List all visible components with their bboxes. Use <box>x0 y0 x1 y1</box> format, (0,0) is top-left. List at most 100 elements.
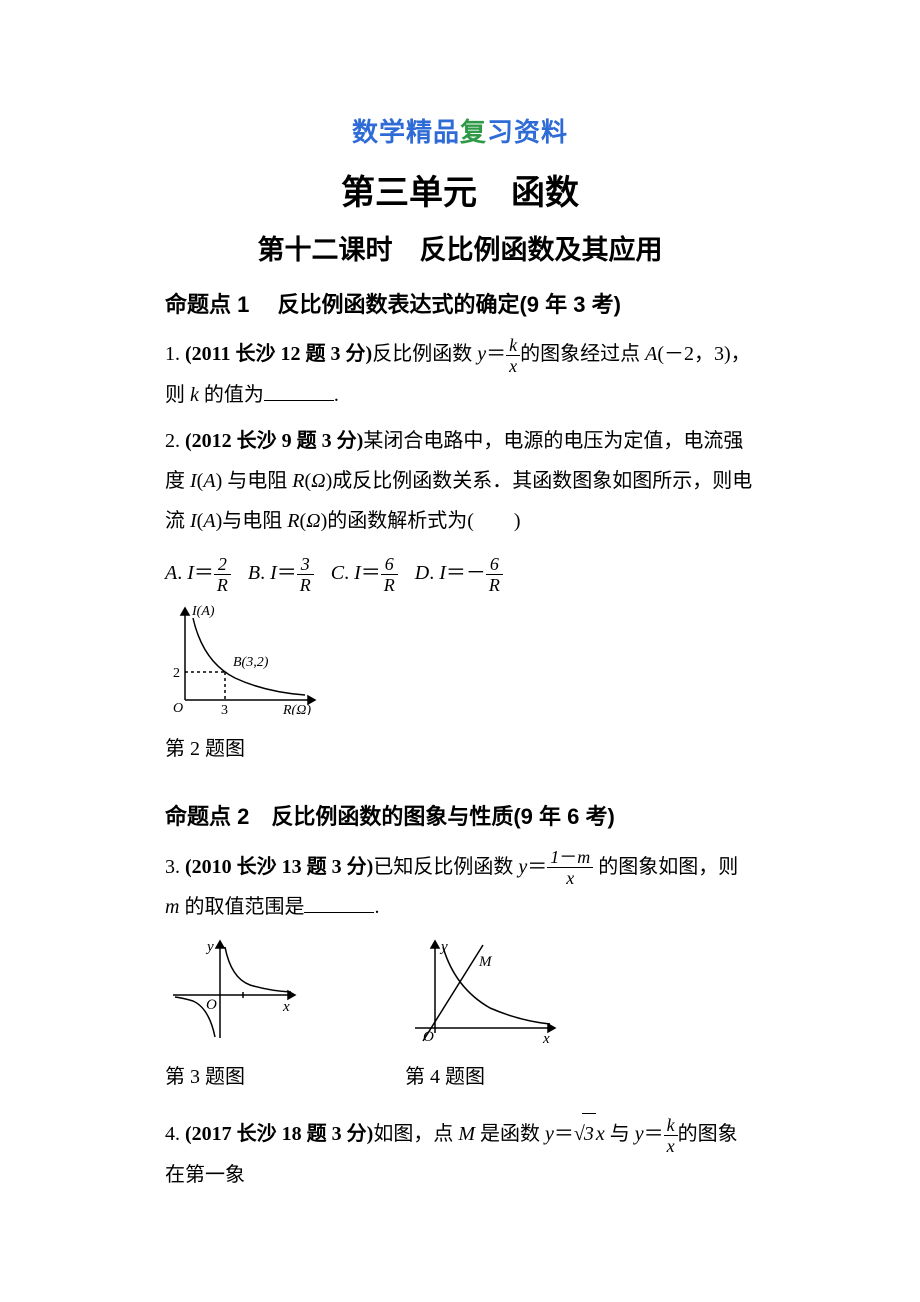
q2-ytick: 2 <box>173 666 180 681</box>
q2a-den: R <box>214 575 231 594</box>
q2d-I: I <box>439 562 446 584</box>
q2-text-e: 的函数解析式为( ) <box>327 510 520 532</box>
question-2: 2. (2012 长沙 9 题 3 分)某闭合电路中，电源的电压为定值，电流强度… <box>165 421 755 541</box>
q4-M: M <box>478 954 493 970</box>
q2-point-label: B(3,2) <box>233 655 269 670</box>
q2-origin: O <box>173 701 183 715</box>
q4-x1: x <box>596 1123 605 1145</box>
q3-text-a: 已知反比例函数 <box>373 856 518 878</box>
q1-text-a: 反比例函数 <box>372 343 477 365</box>
q4-y2: y <box>635 1123 644 1145</box>
q4-frac: kx <box>664 1116 678 1155</box>
q3-text-c: 的取值范围是 <box>179 896 304 918</box>
q2d-den: R <box>486 575 503 594</box>
header-part3: 习资料 <box>487 118 568 147</box>
q2a-num: 2 <box>214 555 231 575</box>
q3-pre: 3. <box>165 856 185 878</box>
q3-figure: y x O 第 3 题图 <box>165 933 305 1095</box>
q1-pre: 1. <box>165 343 185 365</box>
q2c-frac: 6R <box>381 555 398 594</box>
fig4-caption: 第 4 题图 <box>405 1059 565 1095</box>
q2-I1: I <box>190 470 197 492</box>
q2-figure: I(A) B(3,2) 2 3 O R(Ω) 第 2 题图 <box>165 600 755 767</box>
q4-graph-svg: y M x O <box>405 933 565 1043</box>
q2d-lbl: D <box>415 562 429 584</box>
q2-A2: A <box>203 510 215 532</box>
header-part1: 数学精品 <box>352 118 460 147</box>
q2b-den: R <box>297 575 314 594</box>
unit-title: 第三单元 函数 <box>165 163 755 224</box>
q2a-I: I <box>187 562 194 584</box>
q1-A: A <box>645 343 657 365</box>
q1-k: k <box>190 384 199 406</box>
header-part2: 复 <box>460 118 487 147</box>
fig3-caption: 第 3 题图 <box>165 1059 305 1095</box>
q4-pre: 4. <box>165 1123 185 1145</box>
q2-O1: Ω <box>311 470 325 492</box>
question-3: 3. (2010 长沙 13 题 3 分)已知反比例函数 y＝1－mx 的图象如… <box>165 847 755 928</box>
q4-y1: y <box>545 1123 554 1145</box>
q3-num: 1－m <box>547 848 593 868</box>
q4-text-b: 是函数 <box>475 1123 545 1145</box>
q4-ylabel: y <box>439 939 448 955</box>
q2b-num: 3 <box>297 555 314 575</box>
q2-text-b: 与电阻 <box>227 470 292 492</box>
q2a-lbl: A <box>165 562 177 584</box>
q2c-eq: ＝ <box>361 562 381 584</box>
q2c-den: R <box>381 575 398 594</box>
q1-frac: kx <box>506 336 520 375</box>
q4-num: k <box>664 1116 678 1136</box>
q4-eq1: ＝ <box>554 1123 574 1145</box>
q2-xlabel: R(Ω) <box>282 703 311 715</box>
q4-M-text: M <box>458 1123 475 1145</box>
fig2-caption: 第 2 题图 <box>165 731 755 767</box>
q2-opt-a: A. I＝2R <box>165 553 231 594</box>
q3-text-b: 的图象如图，则 <box>593 856 738 878</box>
q2-R1: R <box>292 470 304 492</box>
q3-m: m <box>165 896 179 918</box>
q2b-eq: ＝ <box>277 562 297 584</box>
q2-opt-b: B. I＝3R <box>248 553 314 594</box>
q1-frac-den: x <box>506 356 520 375</box>
q1-text-d: 的值为 <box>199 384 264 406</box>
q1-eq: ＝ <box>486 343 506 365</box>
topic-1: 命题点 1 反比例函数表达式的确定(9 年 3 考) <box>165 285 755 325</box>
q4-sqrt: √3 <box>574 1113 596 1154</box>
lesson-title: 第十二课时 反比例函数及其应用 <box>165 226 755 275</box>
q2-text-d: 与电阻 <box>222 510 282 532</box>
q2a-frac: 2R <box>214 555 231 594</box>
q2-xtick: 3 <box>221 703 228 715</box>
q4-sqrt-val: 3 <box>582 1113 596 1154</box>
fig-row-3-4: y x O 第 3 题图 y M x <box>165 933 755 1095</box>
q4-figure: y M x O 第 4 题图 <box>405 933 565 1095</box>
q2-ylabel: I(A) <box>191 604 215 619</box>
q1-blank <box>264 380 334 401</box>
q4-den: x <box>664 1136 678 1155</box>
q2-I2: I <box>190 510 197 532</box>
q3-graph-svg: y x O <box>165 933 305 1043</box>
q3-y: y <box>518 856 527 878</box>
q1-y: y <box>477 343 486 365</box>
q2a-eq: ＝ <box>194 562 214 584</box>
q2-paren-a2: ) <box>216 470 223 492</box>
q4-source: (2017 长沙 18 题 3 分) <box>185 1123 373 1145</box>
q4-eq2: ＝ <box>644 1123 664 1145</box>
question-1: 1. (2011 长沙 12 题 3 分)反比例函数 y＝kx的图象经过点 A(… <box>165 334 755 415</box>
q2-A1: A <box>203 470 215 492</box>
q3-origin: O <box>206 997 217 1013</box>
q4-origin: O <box>423 1029 434 1043</box>
q2-opt-c: C. I＝6R <box>331 553 398 594</box>
q4-xlabel: x <box>542 1031 550 1043</box>
q1-frac-num: k <box>506 336 520 356</box>
q3-source: (2010 长沙 13 题 3 分) <box>185 856 373 878</box>
q2c-num: 6 <box>381 555 398 575</box>
q2b-frac: 3R <box>297 555 314 594</box>
q2c-lbl: C <box>331 562 344 584</box>
q3-eq: ＝ <box>527 856 547 878</box>
q1-text-b: 的图象经过点 <box>520 343 645 365</box>
q2-source: (2012 长沙 9 题 3 分) <box>185 430 363 452</box>
q2-R2: R <box>287 510 299 532</box>
q2d-num: 6 <box>486 555 503 575</box>
q2b-lbl: B <box>248 562 260 584</box>
q2d-frac: 6R <box>486 555 503 594</box>
